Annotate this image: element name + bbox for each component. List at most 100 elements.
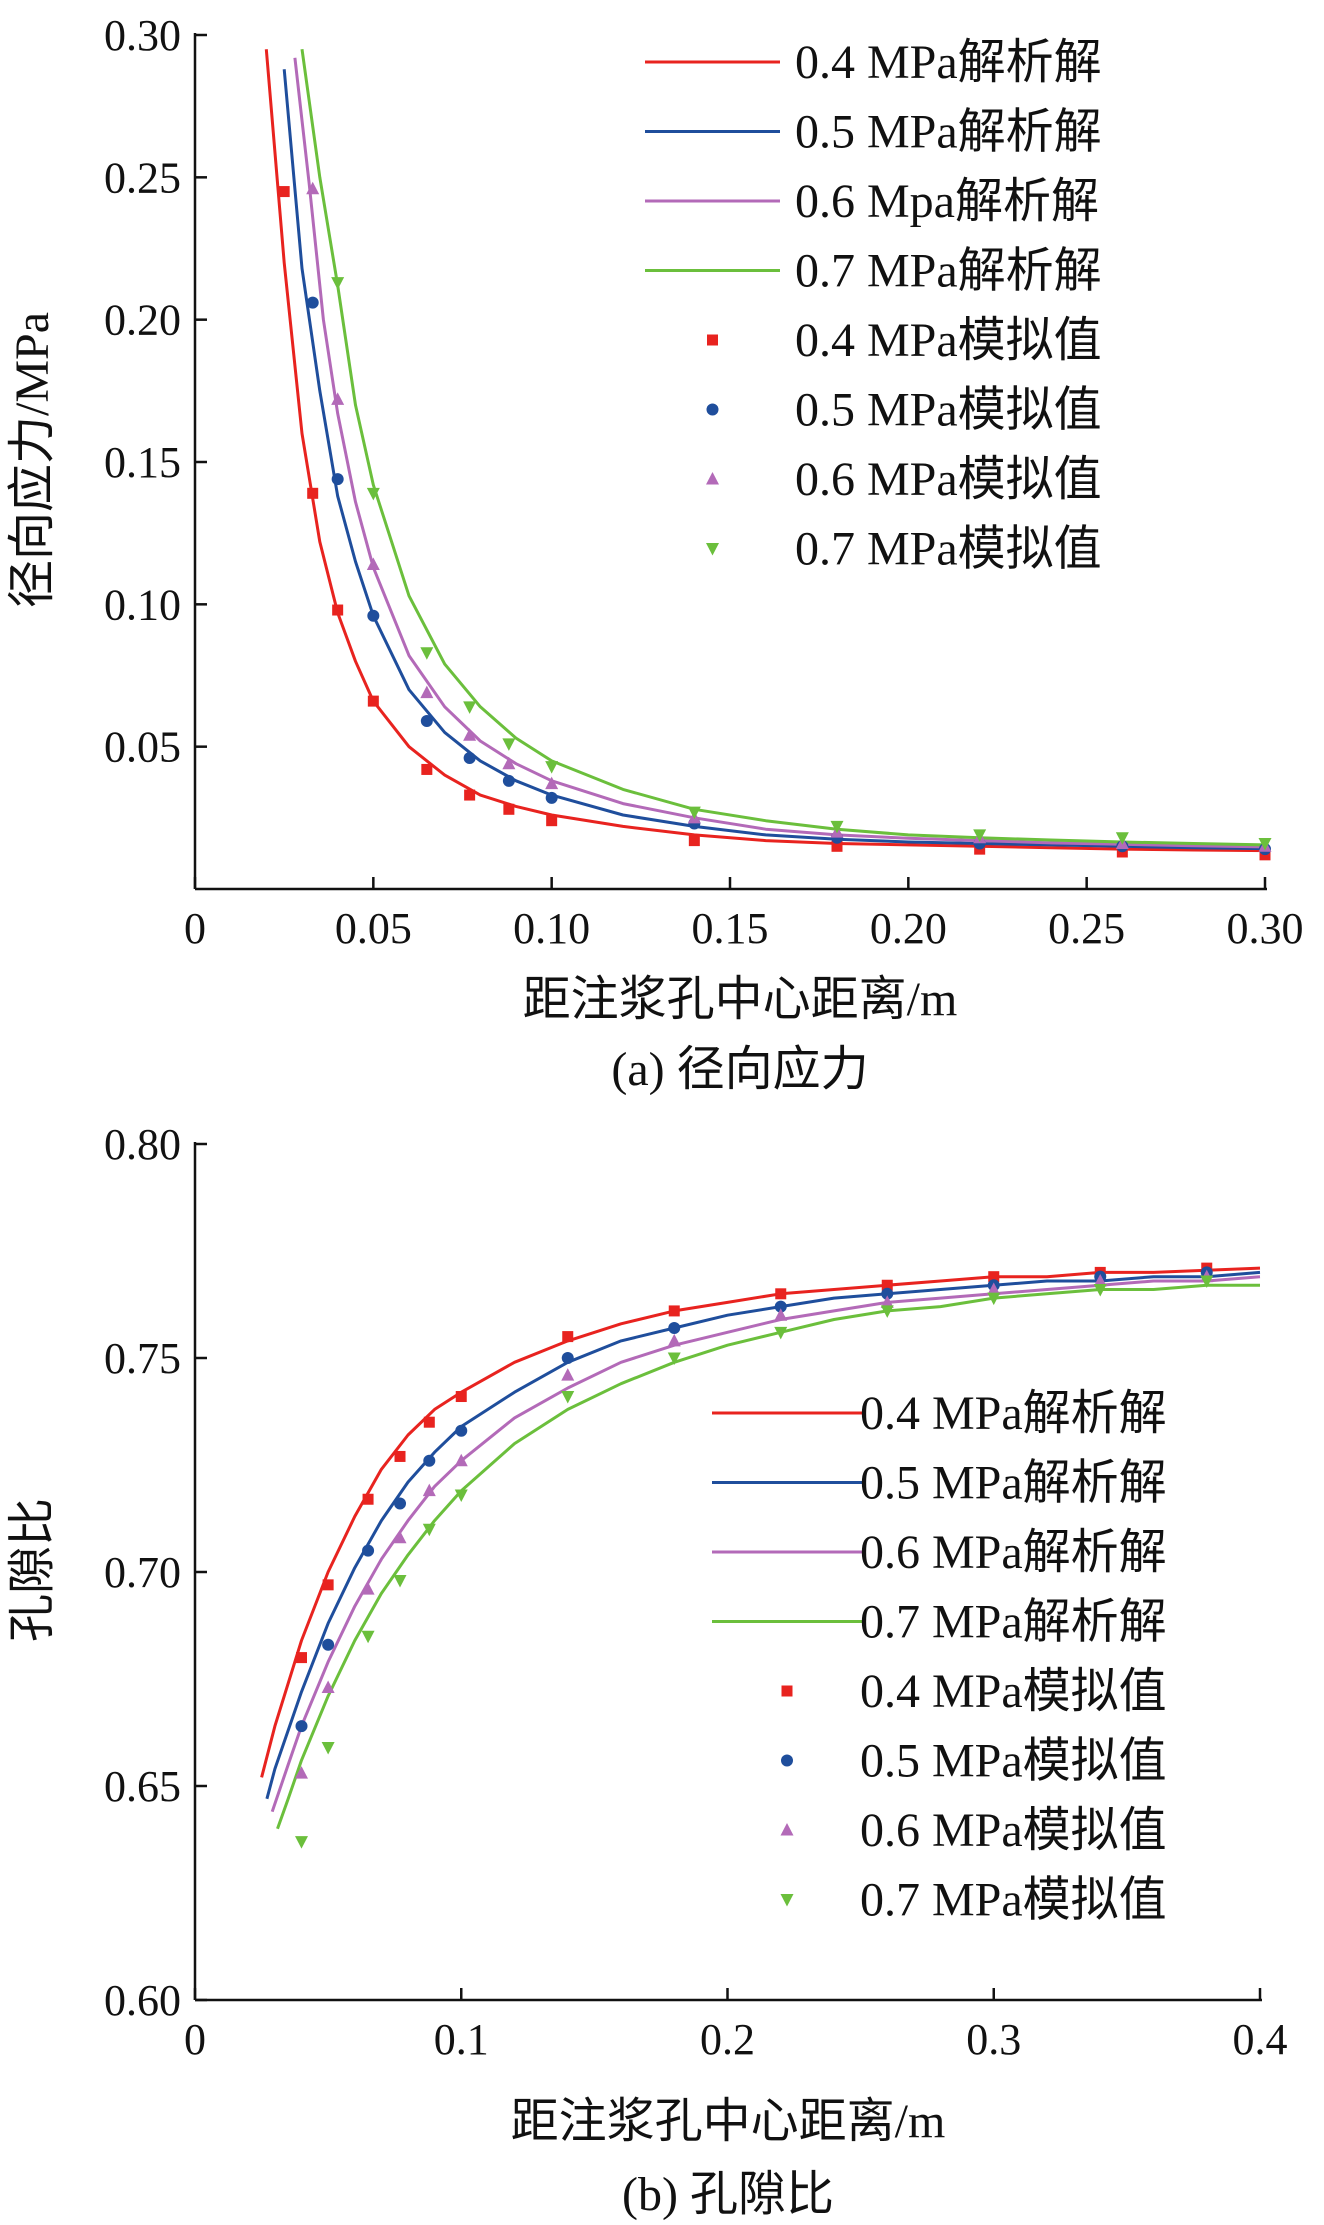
x-tick-label: 0.2: [700, 2015, 755, 2064]
legend-label: 0.7 MPa模拟值: [860, 1874, 1167, 1927]
x-tick-label: 0.20: [870, 904, 947, 953]
data-point-series-6: [667, 1333, 681, 1347]
data-point-series-7: [393, 1575, 407, 1588]
data-point-series-6: [880, 1295, 894, 1308]
data-point-series-6: [331, 392, 345, 405]
series-line-3: [276, 1283, 1260, 1830]
data-point-series-5: [561, 1352, 574, 1364]
data-point-series-6: [987, 1282, 1001, 1296]
data-point-series-7: [880, 1305, 894, 1318]
y-tick-label: 0.75: [104, 1334, 181, 1383]
legend-label: 0.4 MPa模拟值: [795, 314, 1102, 367]
data-point-series-5: [774, 1300, 787, 1313]
legend-marker-swatch: [707, 334, 718, 346]
y-tick-label: 0.60: [104, 1976, 181, 2025]
data-point-series-5: [362, 1544, 375, 1557]
legend-label: 0.7 MPa解析解: [860, 1596, 1167, 1649]
legend-marker-swatch: [706, 472, 719, 485]
y-tick-label: 0.05: [104, 723, 181, 772]
data-point-series-4: [831, 840, 843, 852]
legend-marker-swatch: [781, 1754, 793, 1767]
legend-label: 0.5 MPa解析解: [795, 106, 1102, 159]
legend-label: 0.5 MPa模拟值: [860, 1735, 1167, 1788]
legend: 0.4 MPa解析解 0.5 MPa解析解 0.6 Mpa解析解 0.7 MPa解析解…: [645, 36, 1102, 576]
chart-b-x-axis-title: 距注浆孔中心距离/m: [511, 2095, 946, 2148]
data-point-series-5: [367, 609, 380, 622]
data-point-series-7: [830, 820, 844, 834]
legend-label: 0.6 MPa模拟值: [795, 453, 1102, 506]
legend-marker-swatch: [780, 1894, 794, 1907]
legend-label: 0.4 MPa解析解: [795, 36, 1102, 89]
data-point-series-6: [545, 776, 559, 790]
chart-radial-stress: (a) 径向应力 距注浆孔中心距离/m 径向应力/MPa 0 0.05 0.10 0.…: [6, 11, 1304, 1096]
legend-label: 0.7 MPa解析解: [795, 245, 1102, 298]
data-point-series-6: [1093, 1273, 1107, 1287]
data-point-series-5: [423, 1454, 436, 1467]
data-point-series-7: [774, 1326, 788, 1340]
data-point-series-5: [331, 473, 344, 486]
data-point-series-6: [502, 756, 516, 770]
series-line-2: [270, 1275, 1261, 1813]
data-point-series-5: [668, 1322, 681, 1335]
series-line-1: [265, 1270, 1261, 1800]
y-tick-label: 0.20: [104, 296, 181, 345]
x-tick-label: 0.30: [1227, 904, 1304, 953]
data-point-series-5: [455, 1424, 468, 1437]
data-point-series-4: [464, 789, 476, 801]
data-point-series-4: [775, 1288, 787, 1300]
y-tick-label: 0.80: [104, 1120, 181, 1169]
legend-marker-swatch: [780, 1823, 794, 1836]
data-point-series-4: [455, 1391, 467, 1403]
data-point-series-6: [463, 728, 477, 741]
data-point-series-7: [561, 1391, 575, 1404]
legend-label: 0.7 MPa模拟值: [795, 523, 1102, 576]
data-point-series-6: [295, 1766, 308, 1779]
data-point-series-4: [546, 815, 558, 827]
data-point-series-4: [278, 186, 290, 198]
data-point-series-4: [562, 1331, 574, 1343]
data-point-series-7: [361, 1630, 375, 1644]
data-point-series-7: [1115, 832, 1129, 845]
legend-label: 0.6 MPa模拟值: [860, 1804, 1167, 1857]
series-line-0: [264, 49, 1266, 853]
data-point-series-7: [295, 1836, 308, 1849]
data-point-series-4: [688, 835, 700, 847]
data-point-series-4: [423, 1416, 435, 1428]
data-point-series-6: [561, 1368, 575, 1381]
legend-label: 0.6 MPa解析解: [860, 1526, 1167, 1579]
data-point-series-4: [296, 1652, 307, 1664]
legend-label: 0.5 MPa解析解: [860, 1457, 1167, 1510]
data-point-series-6: [321, 1680, 335, 1694]
data-point-series-6: [366, 557, 380, 570]
chart-void-ratio: (b) 孔隙比 距注浆孔中心距离/m 孔隙比 0 0.1 0.2 0.3 0.4 0.60…: [6, 1120, 1288, 2221]
data-point-series-7: [420, 647, 434, 660]
data-point-series-7: [422, 1523, 436, 1537]
legend-marker-swatch: [706, 403, 719, 416]
x-tick-label: 0.15: [692, 904, 769, 953]
y-tick-label: 0.10: [104, 580, 181, 629]
data-point-series-7: [667, 1352, 681, 1365]
data-point-series-4: [881, 1279, 893, 1291]
data-point-series-5: [306, 296, 319, 309]
legend: 0.4 MPa解析解 0.5 MPa解析解 0.6 MPa解析解 0.7 MPa解析解…: [712, 1387, 1167, 1927]
x-tick-label: 0.3: [966, 2015, 1021, 2064]
data-point-series-6: [454, 1453, 468, 1467]
series-line-0: [260, 1266, 1261, 1778]
data-point-series-7: [1093, 1284, 1107, 1297]
y-tick-label: 0.70: [104, 1548, 181, 1597]
data-point-series-4: [322, 1579, 334, 1591]
data-point-series-7: [366, 487, 380, 501]
data-point-series-4: [332, 604, 344, 616]
data-point-series-5: [420, 715, 433, 728]
data-point-series-7: [1200, 1275, 1214, 1288]
data-point-series-6: [422, 1483, 436, 1497]
data-point-series-7: [321, 1741, 335, 1755]
y-tick-label: 0.65: [104, 1762, 181, 1811]
data-point-series-6: [393, 1530, 407, 1544]
y-tick-label: 0.30: [104, 11, 181, 60]
data-point-series-5: [881, 1287, 894, 1300]
x-tick-label: 0.1: [434, 2015, 489, 2064]
data-point-series-7: [331, 277, 345, 290]
data-point-series-5: [545, 791, 558, 804]
